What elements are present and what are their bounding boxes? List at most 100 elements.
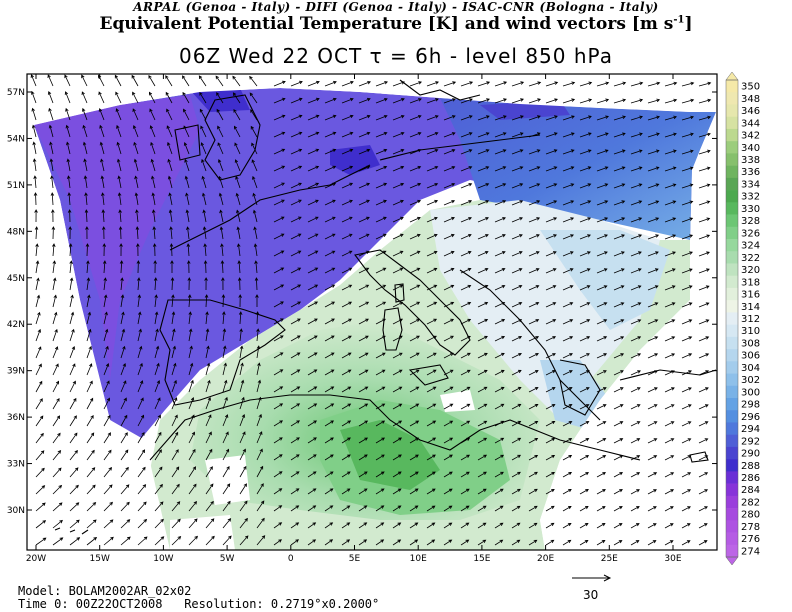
wind-arrow — [630, 370, 641, 376]
wind-arrow — [154, 414, 161, 427]
wind-arrow — [52, 328, 58, 342]
wind-arrow — [290, 148, 303, 155]
wind-arrow — [66, 158, 71, 172]
wind-arrow — [239, 517, 248, 529]
colorbar-label: 344 — [741, 118, 760, 129]
wind-arrow — [664, 540, 674, 546]
wind-arrow — [613, 149, 626, 155]
wind-arrow — [273, 454, 283, 461]
wind-arrow — [35, 294, 41, 308]
wind-arrow — [256, 431, 263, 444]
wind-arrow — [188, 431, 195, 444]
wind-arrow — [426, 335, 437, 342]
wind-arrow — [375, 352, 386, 359]
wind-arrow — [528, 438, 539, 444]
wind-arrow — [613, 336, 625, 342]
colorbar-label: 292 — [741, 436, 760, 447]
wind-arrow — [681, 353, 693, 359]
wind-arrow — [256, 483, 264, 495]
wind-arrow — [133, 141, 139, 155]
wind-arrow — [528, 81, 542, 87]
wind-arrow — [171, 466, 180, 478]
wind-arrow — [630, 166, 643, 172]
lon-label: 5W — [220, 554, 235, 564]
wind-arrow — [232, 75, 241, 87]
wind-arrow — [341, 539, 351, 546]
wind-arrow — [205, 466, 213, 478]
wind-arrow — [664, 370, 675, 376]
wind-arrow — [426, 454, 436, 461]
wind-arrow — [392, 233, 404, 240]
wind-arrow — [239, 465, 247, 478]
wind-arrow — [358, 199, 370, 206]
wind-arrow — [134, 175, 139, 189]
wind-arrow — [34, 226, 39, 240]
wind-arrow — [562, 506, 572, 512]
wind-arrow — [698, 217, 711, 223]
wind-arrow — [307, 199, 319, 206]
wind-arrow — [392, 369, 403, 376]
wind-arrow — [52, 484, 63, 495]
wind-arrow — [443, 403, 454, 410]
wind-arrow — [409, 115, 422, 121]
wind-arrow — [290, 437, 300, 444]
wind-arrow — [630, 268, 642, 274]
wind-arrow — [528, 505, 538, 512]
wind-arrow — [664, 438, 675, 444]
wind-arrow — [290, 199, 302, 206]
wind-arrow — [324, 250, 336, 257]
wind-arrow — [185, 192, 190, 206]
wind-arrow — [613, 285, 625, 291]
wind-arrow — [120, 345, 126, 359]
wind-arrow — [375, 471, 385, 478]
header-institutions: ARPAL (Genoa - Italy) - DIFI (Genoa - It… — [133, 0, 659, 14]
colorbar-label: 308 — [741, 338, 760, 349]
wind-arrow — [256, 465, 264, 478]
wind-arrow — [698, 285, 710, 291]
wind-arrow — [290, 318, 301, 325]
wind-arrow — [103, 328, 109, 342]
wind-arrow — [254, 277, 259, 291]
colorbar-label: 350 — [741, 82, 760, 93]
wind-arrow — [218, 175, 224, 189]
wind-arrow — [324, 233, 336, 240]
wind-arrow — [409, 301, 421, 308]
wind-arrow — [443, 267, 455, 274]
wind-arrow — [219, 226, 224, 240]
wind-arrow — [187, 294, 192, 308]
wind-arrow — [375, 165, 388, 172]
lat-label: 54N — [7, 134, 25, 144]
wind-arrow — [494, 420, 505, 427]
wind-arrow — [630, 404, 641, 410]
wind-arrow — [528, 353, 539, 359]
wind-arrow — [579, 488, 589, 495]
wind-arrow — [375, 148, 388, 155]
wind-arrow — [199, 91, 207, 104]
wind-arrow — [647, 234, 660, 240]
colorbar-swatch — [726, 80, 738, 93]
wind-arrow — [171, 397, 178, 410]
wind-arrow — [647, 540, 657, 546]
wind-arrow — [375, 335, 386, 342]
wind-arrow — [545, 132, 558, 138]
wind-arrow — [324, 352, 335, 359]
colorbar-swatch — [726, 446, 738, 460]
wind-arrow — [647, 115, 661, 121]
wind-arrow — [528, 217, 541, 223]
wind-arrow — [460, 183, 473, 189]
wind-arrow — [252, 209, 258, 223]
colorbar-swatch — [726, 239, 738, 252]
wind-arrow — [460, 369, 471, 376]
colorbar-label: 328 — [741, 216, 760, 227]
colorbar-swatch — [726, 128, 738, 142]
wind-arrow — [596, 268, 608, 274]
wind-arrow — [681, 455, 692, 461]
wind-arrow — [562, 522, 572, 529]
wind-arrow — [103, 380, 110, 393]
wind-arrow — [443, 522, 453, 529]
wind-arrow — [392, 420, 403, 427]
wind-arrow — [222, 345, 227, 359]
wind-arrow — [182, 75, 190, 87]
wind-arrow — [324, 267, 336, 274]
wind-arrow — [149, 108, 156, 121]
